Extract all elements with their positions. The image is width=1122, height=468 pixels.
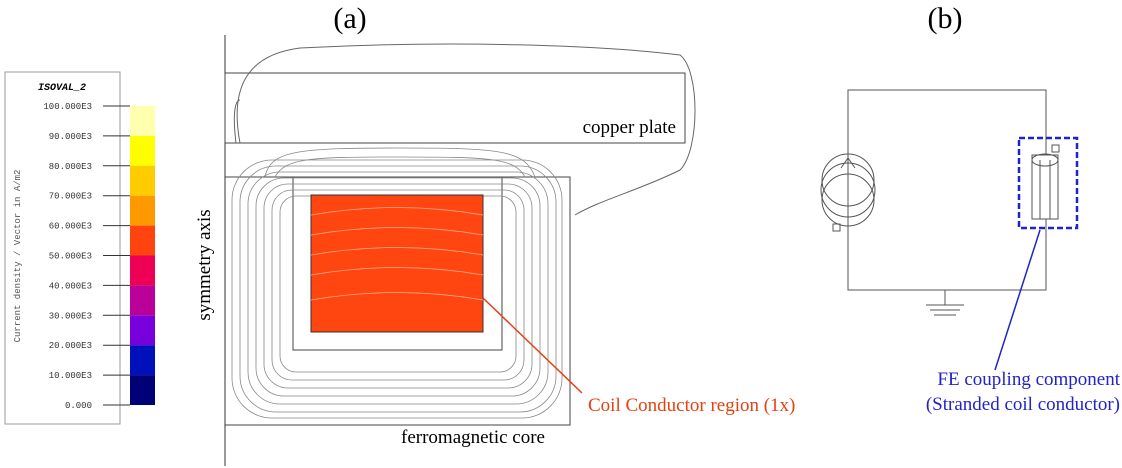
fe-component-note: (Stranded coil conductor)	[926, 394, 1120, 415]
fe-model	[224, 35, 696, 466]
copper-plate	[224, 72, 686, 144]
colorbar-bin	[130, 345, 155, 376]
colorbar: 100.000E3 90.000E3 80.000E3 70.000E3 60.000E…	[43, 102, 155, 411]
fe-component-label: FE coupling component	[937, 369, 1120, 390]
tick-label: 20.000E3	[49, 341, 92, 351]
tick-label: 40.000E3	[49, 281, 92, 291]
coil-flux-lines	[310, 207, 484, 301]
tick-label: 30.000E3	[49, 311, 92, 321]
tick-label: 100.000E3	[43, 102, 92, 112]
tick-label: 80.000E3	[49, 162, 92, 172]
legend-title: ISOVAL_2	[38, 83, 86, 94]
legend-axis-label: Current density / Vector in A/m2	[13, 170, 23, 343]
panel-label: (a)	[333, 2, 366, 35]
copper-plate-label: copper plate	[583, 117, 676, 138]
leader-line	[482, 297, 583, 394]
legend-box	[4, 71, 121, 425]
coil-region	[310, 194, 484, 333]
tick-label: 60.000E3	[49, 222, 92, 232]
tick-label: 50.000E3	[49, 252, 92, 262]
colorbar-bin	[130, 225, 155, 256]
terminal	[1051, 144, 1060, 153]
fe-component-box	[1017, 136, 1079, 230]
coil-region-label: Coil Conductor region (1x)	[588, 395, 795, 416]
leader-line	[994, 229, 1041, 371]
flux-line	[236, 43, 696, 216]
circuit-wire	[847, 89, 1047, 291]
panel-label: (b)	[928, 2, 963, 35]
tick-label: 0.000	[65, 401, 92, 411]
terminal	[832, 223, 841, 232]
circuit	[820, 89, 1060, 316]
colorbar-bin	[130, 106, 155, 136]
colorbar-bin	[130, 255, 155, 286]
colorbar-bin	[130, 375, 155, 405]
tick-label: 10.000E3	[49, 371, 92, 381]
colorbar-bin	[130, 285, 155, 316]
colorbar-bin	[130, 135, 155, 166]
tick-label: 90.000E3	[49, 132, 92, 142]
colorbar-bin	[130, 165, 155, 196]
core	[225, 176, 571, 426]
colorbar-bin	[130, 315, 155, 346]
symmetry-axis-label: symmetry axis	[194, 209, 215, 320]
flux-line	[233, 99, 241, 144]
core-label: ferromagnetic core	[401, 427, 545, 448]
tick-label: 70.000E3	[49, 192, 92, 202]
colorbar-bin	[130, 195, 155, 226]
